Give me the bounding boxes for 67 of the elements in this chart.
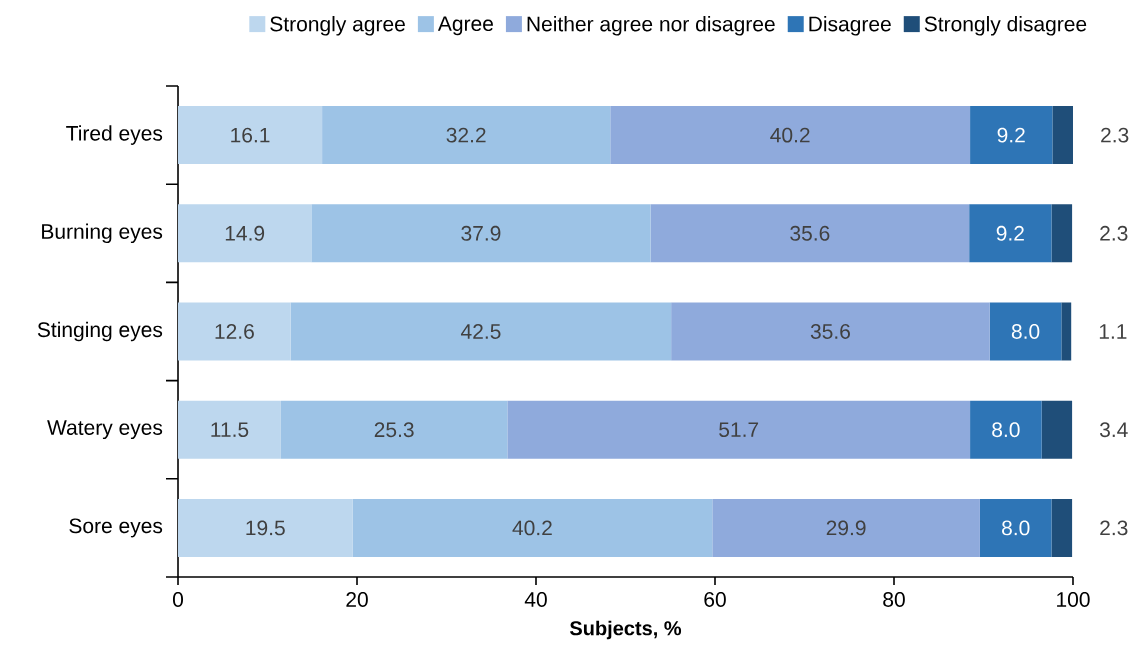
legend-label: Strongly agree bbox=[270, 16, 405, 36]
bar bbox=[280, 400, 508, 459]
bar bbox=[311, 204, 651, 263]
y-tick-label: Stinging eyes bbox=[37, 321, 163, 342]
bar bbox=[970, 106, 1053, 165]
x-tick-label: 40 bbox=[524, 592, 547, 607]
data-label: 40.2 bbox=[770, 127, 810, 143]
bar bbox=[1052, 106, 1073, 165]
bar bbox=[1041, 400, 1073, 459]
legend-label: Agree bbox=[437, 16, 493, 36]
data-label: 8.0 bbox=[1002, 520, 1030, 536]
data-label: 40.2 bbox=[512, 520, 552, 536]
bar bbox=[178, 204, 312, 263]
y-tick-label: Tired eyes bbox=[66, 125, 163, 145]
data-label: 8.0 bbox=[992, 422, 1020, 438]
bar bbox=[1051, 204, 1073, 263]
bar bbox=[178, 400, 281, 459]
data-label: 51.7 bbox=[719, 422, 759, 438]
bar bbox=[989, 302, 1062, 361]
data-label: 29.9 bbox=[826, 520, 866, 536]
bar bbox=[712, 498, 980, 557]
bar bbox=[979, 498, 1052, 557]
data-label: 35.6 bbox=[810, 324, 850, 339]
data-label: 19.5 bbox=[246, 520, 285, 536]
data-label: 14.9 bbox=[225, 225, 265, 241]
y-tick-label: Watery eyes bbox=[47, 420, 163, 440]
data-label: 3.4 bbox=[1099, 422, 1128, 438]
x-tick-label: 20 bbox=[346, 592, 368, 607]
data-label: 1.1 bbox=[1099, 324, 1127, 339]
data-label: 9.2 bbox=[996, 225, 1024, 241]
bar bbox=[671, 302, 990, 361]
data-label: 35.6 bbox=[790, 225, 830, 241]
data-label: 25.3 bbox=[374, 422, 414, 438]
data-label: 32.2 bbox=[446, 127, 486, 143]
bar bbox=[322, 106, 611, 165]
bar bbox=[650, 204, 970, 263]
bar bbox=[1061, 302, 1072, 361]
x-tick-label: 100 bbox=[1057, 592, 1090, 607]
bar bbox=[969, 204, 1052, 263]
data-label: 9.2 bbox=[997, 127, 1025, 143]
data-label: 37.9 bbox=[461, 225, 501, 241]
bar bbox=[1051, 498, 1073, 557]
bar bbox=[970, 400, 1042, 459]
bar bbox=[610, 106, 971, 165]
legend-label: Disagree bbox=[809, 16, 891, 36]
data-label: 2.3 bbox=[1101, 127, 1129, 143]
legend-label: Strongly disagree bbox=[924, 16, 1087, 36]
bar bbox=[352, 498, 713, 557]
data-label: 16.1 bbox=[231, 127, 270, 143]
x-tick-label: 80 bbox=[883, 592, 905, 607]
x-axis-title: Subjects, % bbox=[569, 620, 682, 640]
data-label: 2.3 bbox=[1100, 520, 1128, 536]
x-tick-label: 60 bbox=[704, 592, 726, 607]
y-tick-label: Burning eyes bbox=[42, 223, 163, 244]
bar bbox=[507, 400, 971, 459]
data-label: 8.0 bbox=[1011, 324, 1040, 339]
data-label: 11.5 bbox=[211, 422, 249, 438]
bar bbox=[178, 498, 353, 557]
data-label: 2.3 bbox=[1100, 225, 1128, 241]
data-label: 12.6 bbox=[215, 324, 254, 339]
data-label: 42.5 bbox=[460, 324, 501, 339]
legend-label: Neither agree nor disagree bbox=[527, 16, 775, 36]
x-tick-label: 0 bbox=[172, 592, 184, 607]
y-tick-label: Sore eyes bbox=[69, 518, 163, 538]
bar bbox=[178, 302, 291, 361]
bar bbox=[290, 302, 672, 361]
bar bbox=[178, 106, 323, 165]
